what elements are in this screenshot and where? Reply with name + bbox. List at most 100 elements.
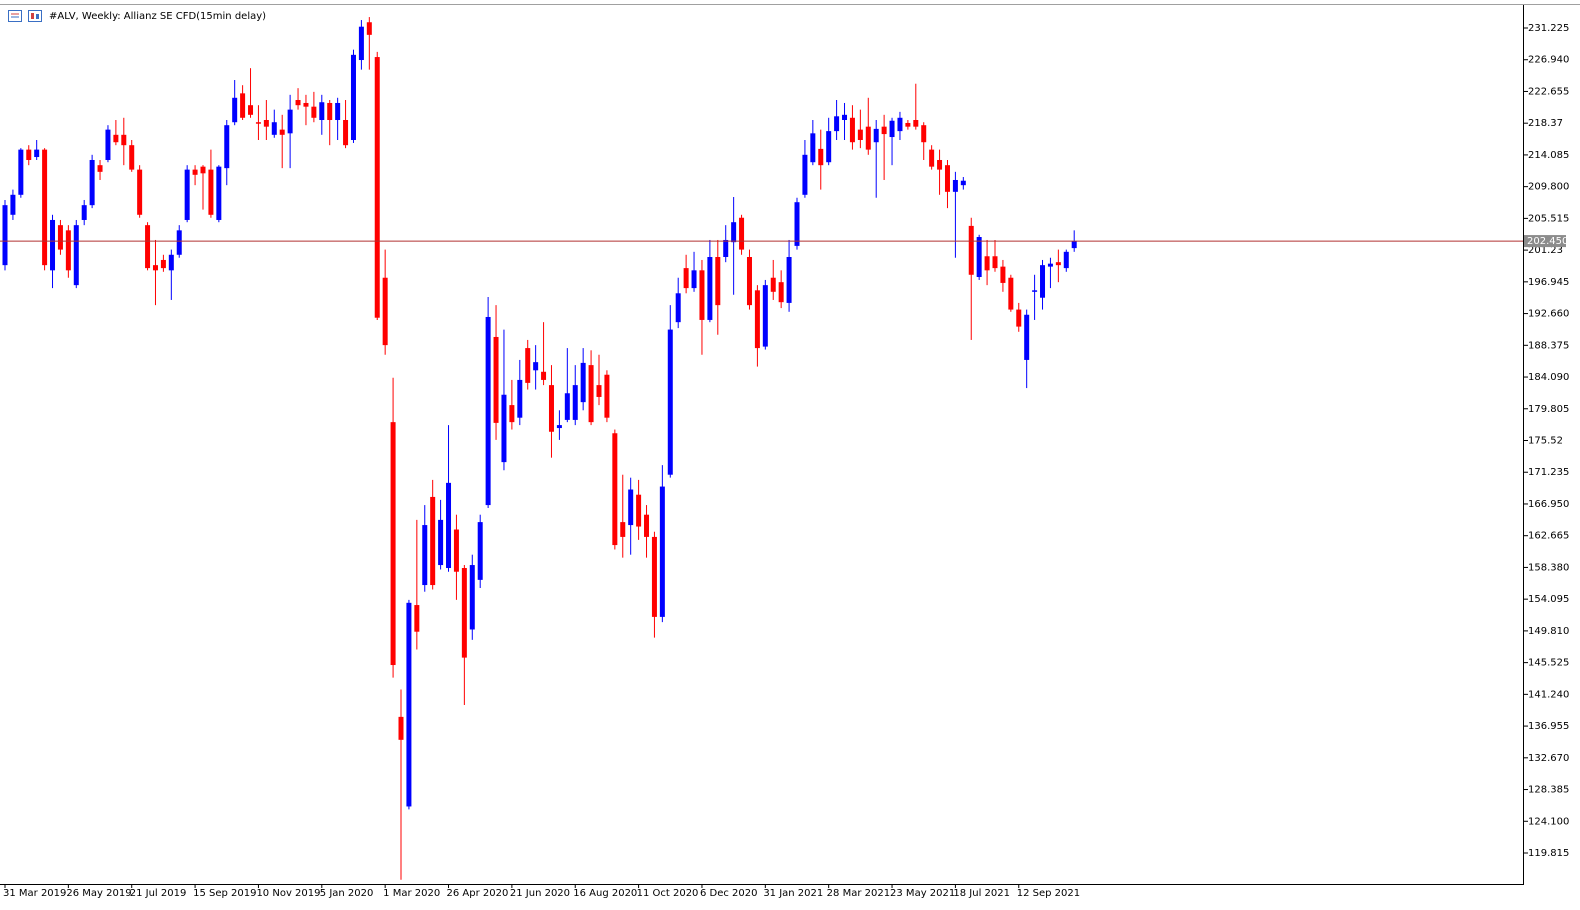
y-tick-label: 162.665 (1528, 531, 1569, 542)
y-tick-label: 132.670 (1528, 753, 1569, 764)
candle-body (406, 602, 412, 807)
candle-body (1024, 314, 1030, 360)
candle-body (651, 536, 657, 617)
y-tick-label: 231.225 (1528, 23, 1569, 34)
y-tick-label: 201.23 (1528, 245, 1563, 256)
candle-body (255, 122, 261, 124)
x-tick-label: 12 Sep 2021 (1017, 888, 1080, 899)
candle-body (327, 102, 333, 121)
candle-body (588, 365, 594, 423)
icon-list[interactable] (8, 10, 22, 22)
candle-body (937, 159, 943, 170)
candle-body (374, 57, 380, 318)
candle-body (810, 133, 816, 163)
candle-body (501, 394, 507, 463)
candle-body (960, 180, 966, 186)
candle-body (240, 93, 246, 118)
x-tick-label: 31 Jan 2021 (763, 888, 823, 899)
candle-body (659, 486, 665, 617)
candle-body (944, 165, 950, 192)
candle-body (89, 159, 95, 206)
candle-body (461, 568, 467, 658)
candle-body (1016, 309, 1022, 327)
candle-body (26, 149, 32, 160)
candle-body (604, 374, 610, 418)
y-tick-label: 196.945 (1528, 277, 1569, 288)
candle-body (263, 120, 269, 127)
candle-body (1071, 241, 1077, 249)
candle-body (398, 716, 404, 740)
y-tick-label: 209.800 (1528, 182, 1569, 193)
y-tick-label: 226.940 (1528, 55, 1569, 66)
candle-body (976, 237, 982, 277)
candle-body (1000, 266, 1006, 283)
candle-body (287, 109, 293, 134)
x-tick-label: 23 May 2021 (890, 888, 955, 899)
y-tick-label: 205.515 (1528, 213, 1569, 224)
candle-body (422, 525, 428, 586)
y-tick-label: 128.385 (1528, 785, 1569, 796)
candle-body (897, 117, 903, 132)
y-tick-label: 188.375 (1528, 340, 1569, 351)
candle-body (612, 433, 618, 546)
candle-body (477, 522, 483, 580)
candle-body (556, 425, 562, 429)
candle-body (628, 489, 634, 526)
x-tick-label: 31 Mar 2019 (3, 888, 66, 899)
candle-body (121, 134, 127, 146)
candle-body (746, 256, 752, 306)
candle-body (137, 169, 143, 215)
candle-body (176, 230, 182, 255)
icon-bar (31, 13, 34, 19)
candle-body (248, 105, 254, 115)
candle-body (929, 149, 935, 167)
y-tick-label: 192.660 (1528, 309, 1569, 320)
candle-body (770, 277, 776, 292)
candle-body (57, 225, 63, 250)
candle-body (152, 265, 158, 271)
candle-body (168, 254, 174, 271)
chart-title: #ALV, Weekly: Allianz SE CFD(15min delay… (49, 11, 266, 22)
candle-body (731, 222, 737, 243)
candle-body (414, 605, 420, 632)
candle-body (881, 126, 887, 135)
y-tick-label: 218.37 (1528, 118, 1563, 129)
icon-chart[interactable] (28, 10, 42, 22)
y-tick-label: 179.805 (1528, 404, 1569, 415)
candle-body (311, 106, 317, 118)
candle-body (145, 225, 151, 269)
y-tick-label: 145.525 (1528, 658, 1569, 669)
candle-body (683, 268, 689, 289)
candle-body (865, 126, 871, 150)
x-tick-label: 15 Sep 2019 (193, 888, 256, 899)
candle-body (707, 256, 713, 320)
candle-body (636, 494, 642, 527)
candle-body (525, 348, 531, 383)
candle-body (208, 169, 214, 215)
candle-body (65, 230, 71, 271)
candle-body (81, 205, 87, 220)
x-tick-label: 5 Jan 2020 (320, 888, 374, 899)
y-tick-label: 214.085 (1528, 150, 1569, 161)
y-tick-label: 136.955 (1528, 721, 1569, 732)
candle-body (319, 102, 325, 121)
x-tick-label: 26 May 2019 (66, 888, 131, 899)
candle-body (509, 405, 515, 423)
y-tick-label: 149.810 (1528, 626, 1569, 637)
icon-bar (36, 14, 39, 19)
x-tick-label: 18 Jul 2021 (953, 888, 1010, 899)
candle-body (390, 422, 396, 666)
candle-body (842, 114, 848, 121)
candle-body (160, 259, 166, 269)
candle-body (446, 482, 452, 569)
y-tick-label: 124.100 (1528, 816, 1569, 827)
candle-body (493, 336, 499, 423)
x-tick-label: 16 Aug 2020 (573, 888, 637, 899)
candle-body (580, 362, 586, 403)
y-tick-label: 141.240 (1528, 689, 1569, 700)
candle-body (1032, 290, 1038, 292)
candle-body (303, 102, 309, 107)
candle-body (857, 129, 863, 140)
candle-body (921, 125, 927, 143)
